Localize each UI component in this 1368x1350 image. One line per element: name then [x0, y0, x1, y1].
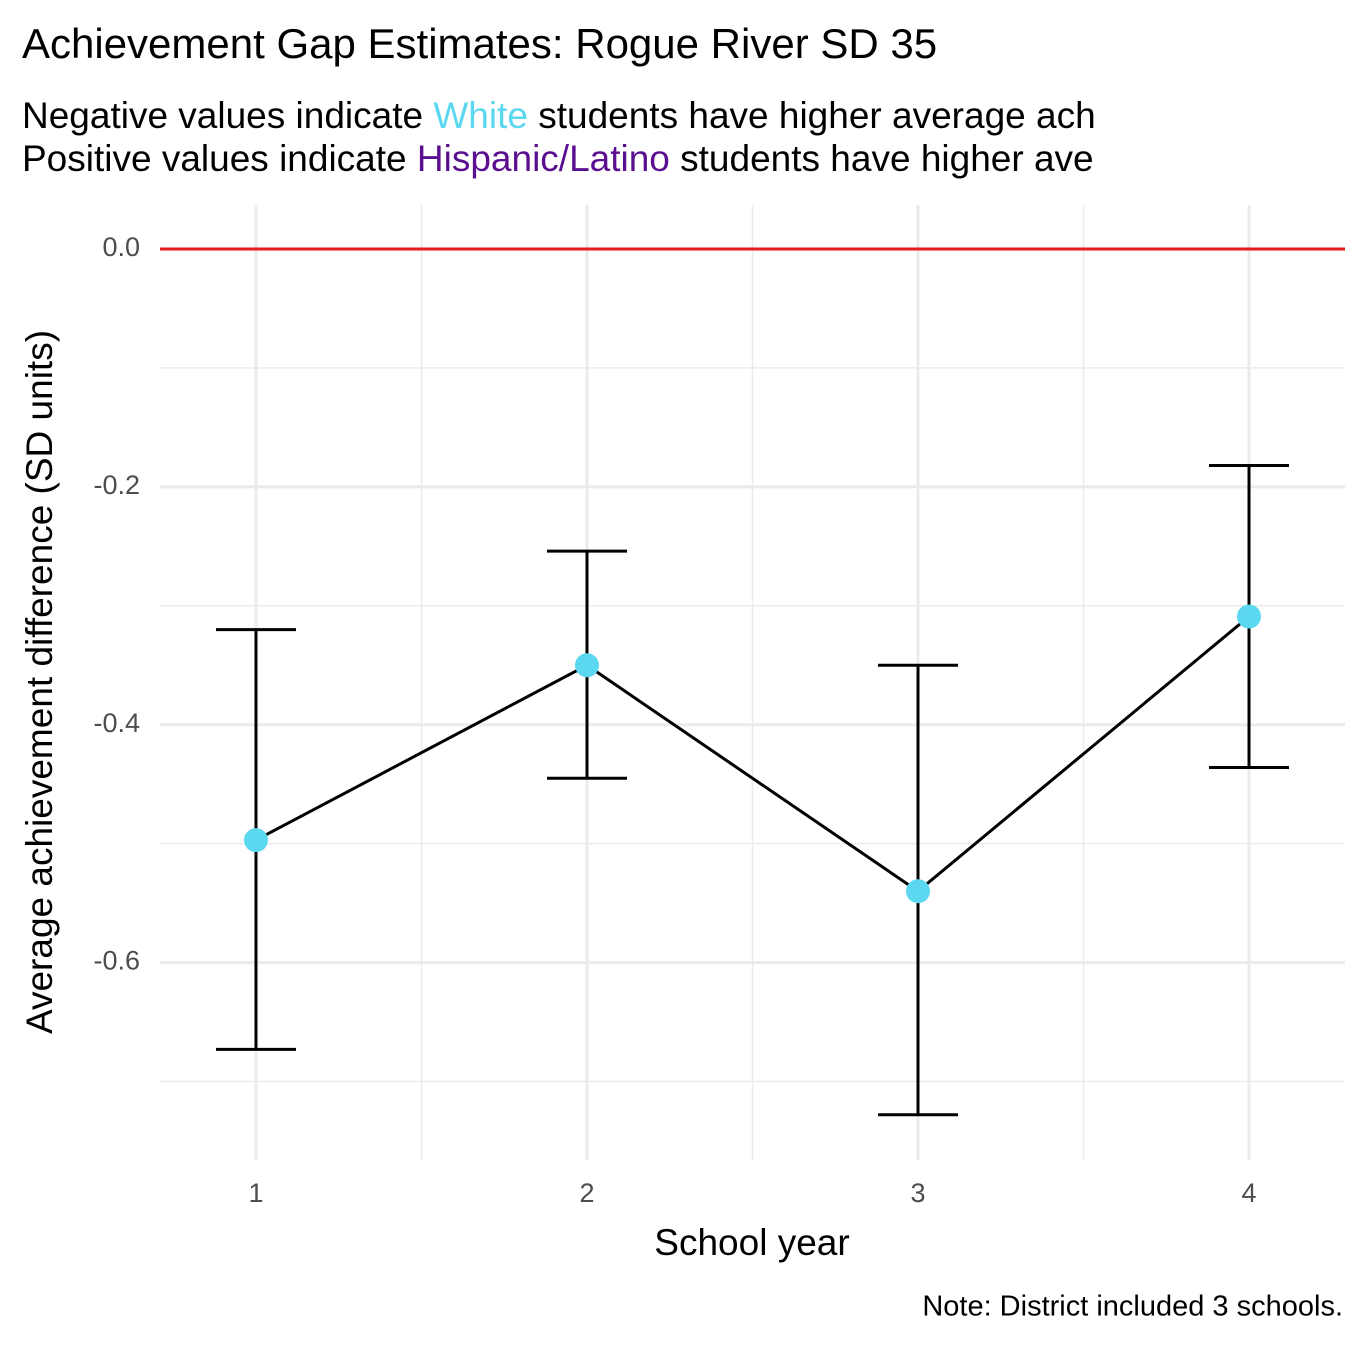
subtitle-text: Positive values indicate: [22, 138, 417, 179]
subtitle-text: Negative values indicate: [22, 95, 433, 136]
point: [243, 828, 268, 853]
y-tick-label: 0.0: [102, 232, 140, 262]
point: [906, 879, 931, 904]
x-tick-label: 3: [910, 1178, 925, 1208]
subtitle-highlight: White: [433, 95, 528, 136]
x-tick-label: 2: [579, 1178, 594, 1208]
y-axis-title: Average achievement difference (SD units…: [19, 330, 60, 1034]
subtitle: Negative values indicate White students …: [22, 95, 1096, 136]
x-tick-label: 4: [1241, 1178, 1256, 1208]
y-tick-label: -0.6: [93, 946, 140, 976]
y-tick-label: -0.4: [93, 708, 140, 738]
subtitle-text: students have higher average ach: [528, 95, 1096, 136]
x-axis-title: School year: [654, 1222, 849, 1263]
subtitle: Positive values indicate Hispanic/Latino…: [22, 138, 1094, 179]
x-tick-label: 1: [248, 1178, 263, 1208]
caption: Note: District included 3 schools.: [922, 1291, 1343, 1323]
subtitle-text: students have higher ave: [670, 138, 1094, 179]
subtitle-highlight: Hispanic/Latino: [417, 138, 670, 179]
point: [1237, 604, 1262, 629]
point: [574, 653, 599, 678]
chart-title: Achievement Gap Estimates: Rogue River S…: [22, 20, 937, 67]
y-tick-label: -0.2: [93, 470, 140, 500]
line: [255, 615, 1250, 894]
